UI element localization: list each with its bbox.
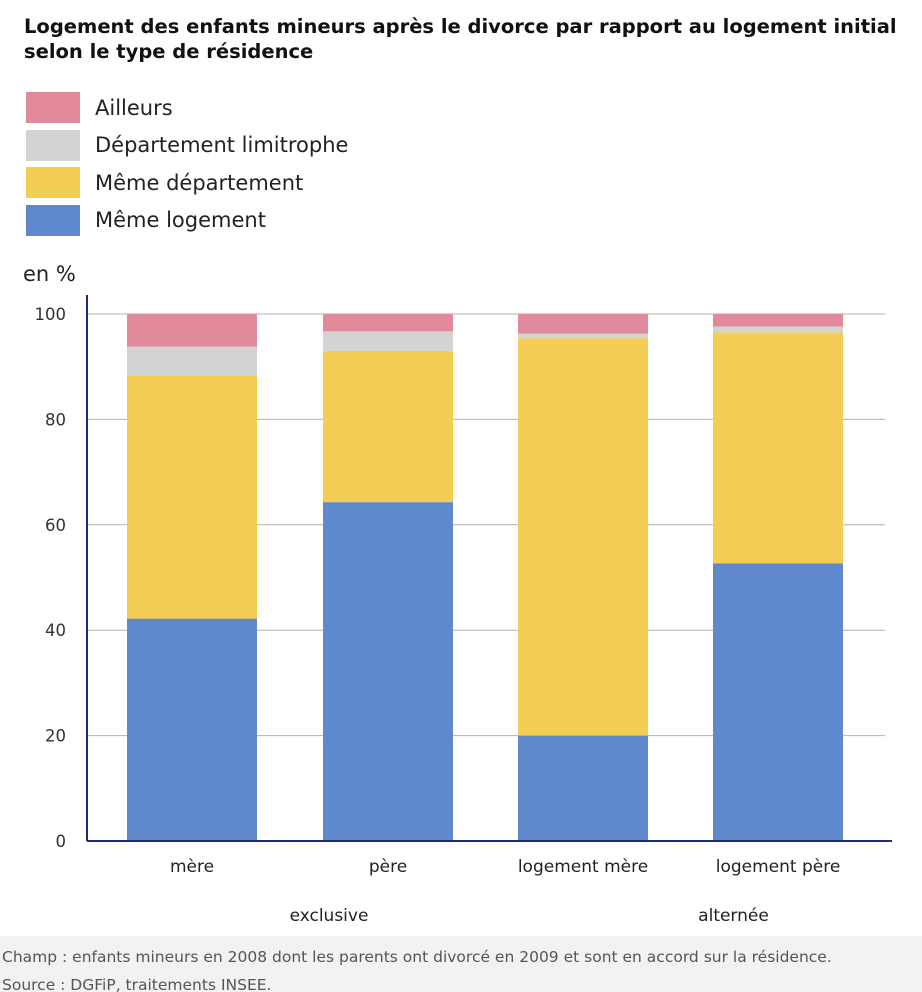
bar-segment-mere-meme-departement: [127, 375, 257, 619]
y-tick-label-0: 0: [56, 832, 67, 851]
legend-swatch-ailleurs: [26, 92, 80, 124]
y-tick-label-100: 100: [35, 305, 67, 324]
bar-segment-pere-meme-logement: [323, 502, 453, 841]
legend-item-departement-limitrophe: Département limitrophe: [26, 127, 348, 165]
chart-title: Logement des enfants mineurs après le di…: [24, 15, 897, 63]
x-tick-label-pere: père: [369, 857, 407, 877]
x-tick-label-logement-pere: logement père: [716, 857, 841, 877]
x-tick-label-logement-mere: logement mère: [518, 857, 648, 877]
bar-segment-mere-ailleurs: [127, 314, 257, 347]
y-tick-label-60: 60: [45, 516, 66, 535]
legend: Ailleurs Département limitrophe Même dép…: [26, 89, 348, 239]
bar-segment-pere-meme-departement: [323, 350, 453, 503]
legend-label-ailleurs: Ailleurs: [95, 95, 173, 120]
bar-segment-logement-mere-departement-limitrophe: [518, 333, 648, 339]
y-tick-label-40: 40: [45, 621, 66, 640]
bar-segment-pere-departement-limitrophe: [323, 331, 453, 351]
bar-segment-logement-mere-meme-departement: [518, 338, 648, 736]
bar-segment-mere-departement-limitrophe: [127, 346, 257, 376]
bar-segment-logement-mere-meme-logement: [518, 735, 648, 841]
y-tick-label-20: 20: [45, 727, 66, 746]
bar-segment-pere-ailleurs: [323, 314, 453, 332]
legend-label-meme-logement: Même logement: [95, 208, 266, 233]
footer-notes: Champ : enfants mineurs en 2008 dont les…: [0, 936, 922, 992]
bar-segment-logement-pere-meme-logement: [713, 563, 843, 841]
legend-item-meme-logement: Même logement: [26, 202, 348, 240]
legend-item-meme-departement: Même département: [26, 164, 348, 202]
x-group-label-alternee: alternée: [698, 906, 769, 926]
bar-segment-logement-mere-ailleurs: [518, 314, 648, 334]
x-tick-label-mere: mère: [170, 857, 214, 877]
legend-swatch-departement-limitrophe: [26, 129, 80, 161]
bar-segment-logement-pere-departement-limitrophe: [713, 326, 843, 333]
x-group-label-exclusive: exclusive: [290, 906, 369, 926]
legend-item-ailleurs: Ailleurs: [26, 89, 348, 127]
legend-swatch-meme-logement: [26, 204, 80, 236]
stacked-bar-chart: 0 20 40 60 80 100 mère père logement mère logemen…: [35, 295, 892, 926]
footer-champ: Champ : enfants mineurs en 2008 dont les…: [2, 948, 832, 966]
bar-segment-logement-pere-ailleurs: [713, 314, 843, 327]
legend-label-departement-limitrophe: Département limitrophe: [95, 133, 349, 158]
y-tick-label-80: 80: [45, 410, 66, 429]
legend-label-meme-departement: Même département: [95, 170, 304, 195]
y-axis-unit-label: en %: [23, 262, 76, 286]
footer-source: Source : DGFiP, traitements INSEE.: [2, 976, 272, 992]
bar-segment-mere-meme-logement: [127, 618, 257, 841]
bar-segment-logement-pere-meme-departement: [713, 332, 843, 564]
legend-swatch-meme-departement: [26, 167, 80, 199]
